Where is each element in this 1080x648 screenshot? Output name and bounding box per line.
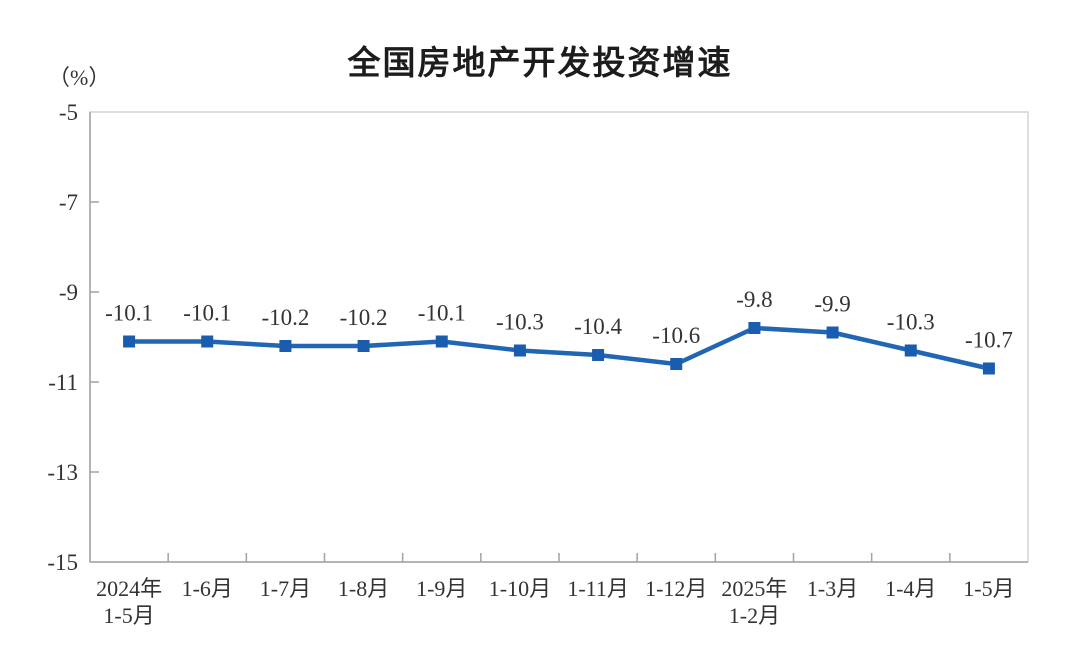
data-point-marker bbox=[826, 326, 839, 339]
x-tick-label: 1-5月 bbox=[103, 603, 154, 628]
y-tick-label: -5 bbox=[59, 100, 78, 125]
x-tick-label: 1-6月 bbox=[182, 576, 233, 601]
plot-frame bbox=[89, 111, 1029, 563]
data-point-label: -9.8 bbox=[736, 287, 772, 312]
y-tick-label: -9 bbox=[59, 280, 78, 305]
data-point-marker bbox=[982, 362, 995, 375]
y-tick-label: -11 bbox=[48, 370, 78, 395]
data-point-label: -10.2 bbox=[261, 305, 309, 330]
data-point-label: -10.1 bbox=[418, 301, 466, 326]
data-point-marker bbox=[904, 344, 917, 357]
x-tick-label: 2025年 bbox=[721, 576, 787, 601]
chart-title: 全国房地产开发投资增速 bbox=[347, 44, 733, 81]
y-tick-label: -15 bbox=[47, 550, 78, 575]
data-point-label: -10.6 bbox=[652, 323, 700, 348]
x-tick-label: 1-9月 bbox=[416, 576, 467, 601]
data-point-marker bbox=[435, 335, 448, 348]
y-tick-label: -13 bbox=[47, 460, 78, 485]
x-tick-label: 1-3月 bbox=[807, 576, 858, 601]
data-point-label: -10.7 bbox=[965, 328, 1013, 353]
x-tick-label: 1-5月 bbox=[963, 576, 1014, 601]
data-point-marker bbox=[201, 335, 214, 348]
data-point-label: -10.2 bbox=[340, 305, 388, 330]
data-point-marker bbox=[513, 344, 526, 357]
x-tick-label: 1-12月 bbox=[645, 576, 707, 601]
data-point-marker bbox=[592, 349, 605, 361]
data-point-label: -9.9 bbox=[814, 292, 850, 317]
data-point-label: -10.1 bbox=[183, 301, 231, 326]
data-point-marker bbox=[279, 340, 292, 352]
data-point-marker bbox=[357, 340, 370, 352]
y-axis-unit-label: （%） bbox=[48, 65, 111, 90]
y-tick-label: -7 bbox=[59, 190, 78, 215]
x-tick-label: 2024年 bbox=[96, 576, 162, 601]
x-tick-label: 1-4月 bbox=[885, 576, 936, 601]
x-tick-label: 1-7月 bbox=[260, 576, 311, 601]
x-tick-label: 1-2月 bbox=[729, 603, 780, 628]
x-tick-label: 1-8月 bbox=[338, 576, 389, 601]
data-point-marker bbox=[123, 335, 136, 348]
data-point-label: -10.1 bbox=[105, 301, 153, 326]
x-tick-label: 1-11月 bbox=[567, 576, 629, 601]
x-tick-label: 1-10月 bbox=[489, 576, 551, 601]
data-point-marker bbox=[748, 322, 761, 334]
data-point-label: -10.4 bbox=[574, 314, 622, 339]
data-point-label: -10.3 bbox=[887, 310, 935, 335]
trend-line bbox=[126, 325, 992, 371]
data-point-marker bbox=[670, 358, 683, 370]
data-point-label: -10.3 bbox=[496, 310, 544, 335]
